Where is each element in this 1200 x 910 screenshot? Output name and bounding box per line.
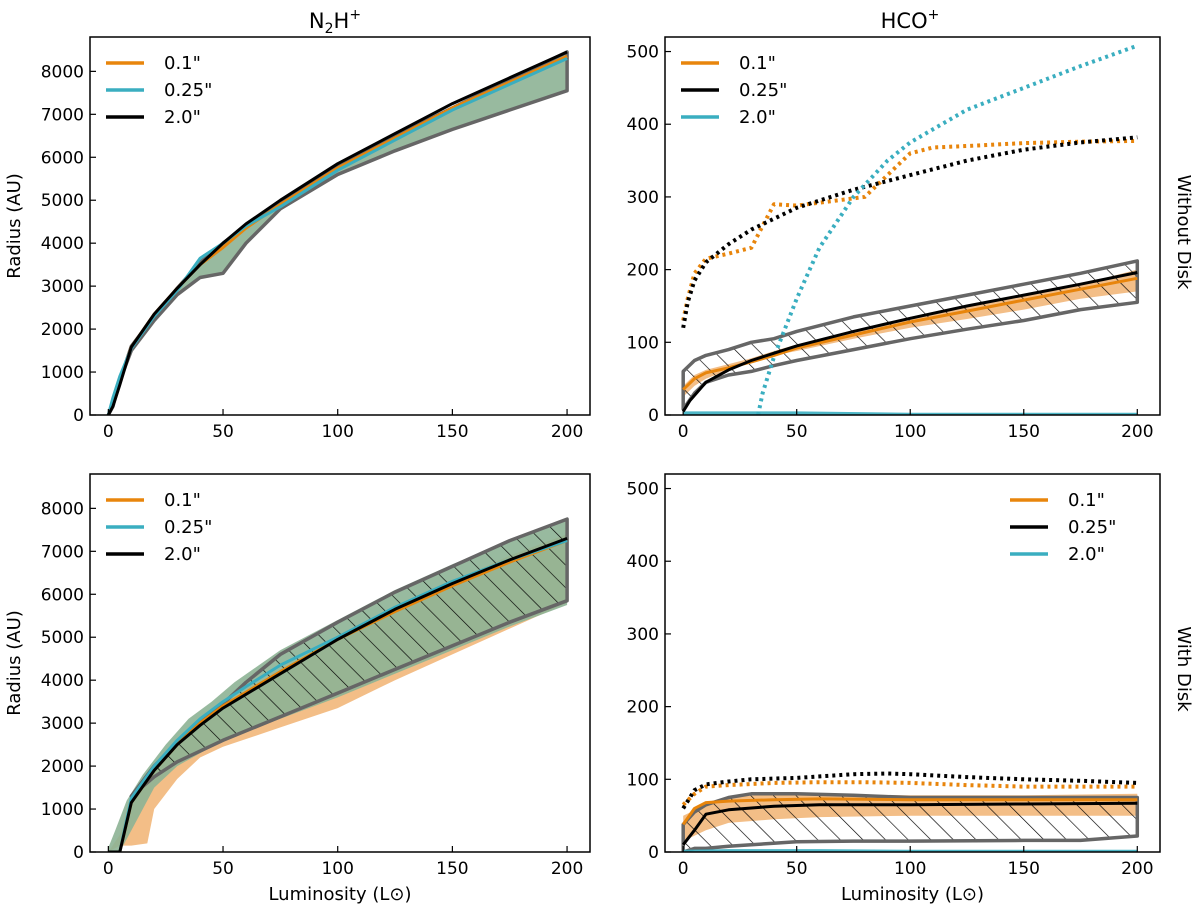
row-label-with-disk: With Disk <box>1173 626 1194 712</box>
axes-frame <box>664 36 1161 416</box>
y-tick-label: 300 <box>627 625 659 645</box>
legend-label: 0.1" <box>739 53 776 74</box>
legend: 0.1" 0.25" 2.0" <box>681 53 787 128</box>
legend-label: 2.0" <box>164 544 201 565</box>
y-tick-label: 100 <box>627 770 659 790</box>
y-tick-label: 4000 <box>41 234 84 254</box>
x-tick-label: 100 <box>321 422 353 442</box>
x-tick-label: 50 <box>212 422 234 442</box>
y-tick-label: 500 <box>627 480 659 500</box>
legend-label: 0.1" <box>1068 490 1105 511</box>
plot-area <box>681 43 1140 415</box>
y-tick-label: 1000 <box>41 363 84 383</box>
y-tick-label: 7000 <box>41 105 84 125</box>
x-tick-label: 0 <box>103 422 114 442</box>
x-tick-label: 50 <box>786 859 808 879</box>
series-line-4 <box>681 271 1138 413</box>
y-tick-label: 200 <box>627 698 659 718</box>
y-tick-label: 400 <box>627 552 659 572</box>
series-line-2 <box>681 797 1138 826</box>
x-tick-label: 100 <box>321 859 353 879</box>
y-tick-label: 200 <box>627 261 659 281</box>
x-tick-label: 150 <box>1008 422 1040 442</box>
panel-top-left: 0 50 100 150 2000100020003000400050006000700… <box>4 36 591 442</box>
x-tick-label: 0 <box>678 422 689 442</box>
y-tick-label: 0 <box>648 406 659 426</box>
legend-label: 0.25" <box>164 517 212 538</box>
col-title-hco: HCO+ <box>881 7 940 33</box>
x-tick-label: 150 <box>1008 859 1040 879</box>
y-tick-label: 6000 <box>41 148 84 168</box>
legend: 0.1" 0.25" 2.0" <box>1010 490 1116 565</box>
panel-bottom-right: 0 50 100 150 200 0 100 200 300 400 500 Luminosity (… <box>627 473 1161 905</box>
legend-label: 0.25" <box>739 80 787 101</box>
series-line-2 <box>756 43 1138 415</box>
axes-frame <box>89 36 591 416</box>
y-tick-label: 6000 <box>41 585 84 605</box>
plot-area <box>108 517 569 852</box>
series-line-2 <box>106 50 568 415</box>
x-tick-label: 200 <box>551 859 583 879</box>
legend-label: 0.1" <box>164 490 201 511</box>
series-line-3 <box>682 276 1138 391</box>
y-tick-label: 1000 <box>41 800 84 820</box>
legend-label: 2.0" <box>1068 544 1105 565</box>
y-tick-label: 2000 <box>41 757 84 777</box>
y-tick-label: 0 <box>73 843 84 863</box>
y-tick-label: 8000 <box>41 62 84 82</box>
y-axis-label: Radius (AU) <box>4 610 25 716</box>
legend: 0.1" 0.25" 2.0" <box>106 53 212 128</box>
y-tick-label: 4000 <box>41 671 84 691</box>
y-tick-label: 7000 <box>41 542 84 562</box>
y-tick-label: 5000 <box>41 628 84 648</box>
y-tick-label: 3000 <box>41 714 84 734</box>
band-1 <box>681 259 1140 411</box>
x-tick-label: 100 <box>894 422 926 442</box>
y-tick-label: 0 <box>648 843 659 863</box>
plot-area <box>681 771 1140 852</box>
y-tick-label: 0 <box>73 406 84 426</box>
legend-label: 0.25" <box>1068 517 1116 538</box>
x-tick-label: 200 <box>1121 422 1153 442</box>
y-tick-label: 8000 <box>41 499 84 519</box>
series-line-1 <box>681 135 1138 329</box>
y-tick-label: 100 <box>627 333 659 353</box>
series-line-1 <box>108 539 568 852</box>
legend-label: 0.25" <box>164 80 212 101</box>
x-tick-label: 200 <box>551 422 583 442</box>
x-tick-label: 150 <box>436 422 468 442</box>
panel-bottom-left: 0 50 100 150 2000100020003000400050006000700… <box>4 473 591 905</box>
y-axis-label: Radius (AU) <box>4 173 25 279</box>
x-tick-label: 50 <box>786 422 808 442</box>
y-tick-label: 400 <box>627 115 659 135</box>
plot-area <box>106 50 569 415</box>
band-1 <box>681 792 1140 852</box>
x-tick-label: 0 <box>103 859 114 879</box>
series-line-2 <box>108 536 568 852</box>
x-axis-label: Luminosity (L⊙) <box>268 884 411 905</box>
axes-frame <box>664 473 1161 853</box>
row-label-without-disk: Without Disk <box>1173 175 1194 290</box>
y-tick-label: 3000 <box>41 277 84 297</box>
y-tick-label: 500 <box>627 43 659 63</box>
legend-label: 2.0" <box>739 107 776 128</box>
series-line-3 <box>682 801 1138 846</box>
y-tick-label: 300 <box>627 188 659 208</box>
x-tick-label: 50 <box>212 859 234 879</box>
legend-label: 0.1" <box>164 53 201 74</box>
x-tick-label: 200 <box>1121 859 1153 879</box>
x-tick-label: 150 <box>436 859 468 879</box>
x-axis-label: Luminosity (L⊙) <box>841 884 984 905</box>
legend: 0.1" 0.25" 2.0" <box>106 490 212 565</box>
y-tick-label: 5000 <box>41 191 84 211</box>
legend-label: 2.0" <box>164 107 201 128</box>
y-tick-label: 2000 <box>41 320 84 340</box>
x-tick-label: 0 <box>678 859 689 879</box>
x-tick-label: 100 <box>894 859 926 879</box>
col-title-n2h: N2H+ <box>309 7 361 37</box>
axes-frame <box>89 473 591 853</box>
series-line-1 <box>681 771 1138 810</box>
panel-top-right: 0 50 100 150 200 0 100 200 300 400 500 0.1" 0.25" 2.0… <box>627 36 1161 442</box>
